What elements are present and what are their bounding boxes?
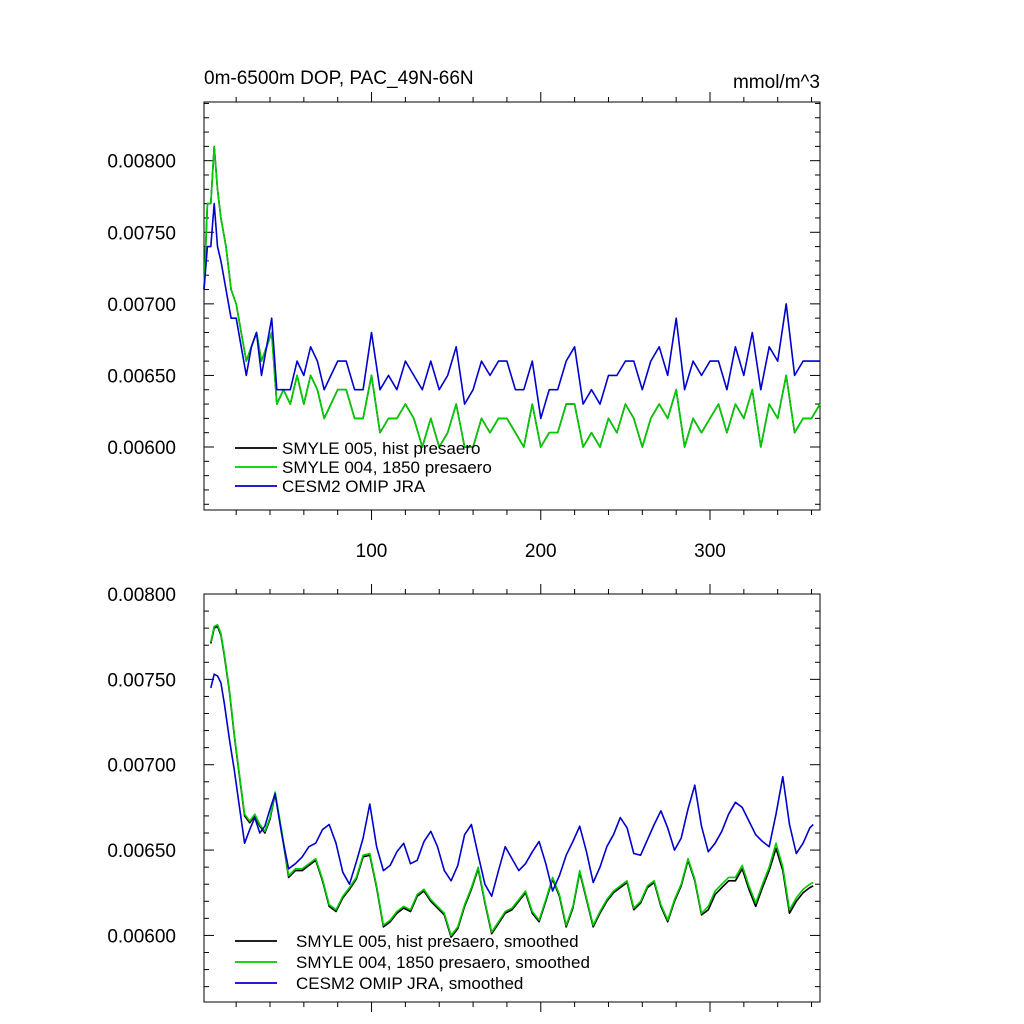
x-tick-label: 100 — [356, 541, 388, 562]
bottom-panel: 0.00600 0.00650 0.00700 0.00750 0.00800 SMYL… — [107, 584, 821, 1012]
bottom-plot-frame — [203, 593, 821, 1003]
y-tick-label: 0.00600 — [107, 926, 176, 947]
y-tick-label: 0.00750 — [107, 670, 176, 691]
y-tick-label: 0.00700 — [107, 756, 176, 777]
bottom-legend: SMYLE 005, hist presaero, smoothed SMYLE … — [235, 932, 590, 993]
legend-label: CESM2 OMIP JRA — [282, 477, 426, 496]
bottom-y-tick-labels: 0.00600 0.00650 0.00700 0.00750 0.00800 — [107, 585, 176, 947]
top-series-lines — [203, 145, 821, 448]
top-plot-frame — [203, 101, 821, 511]
legend-label: SMYLE 004, 1850 presaero — [282, 458, 492, 477]
top-panel-units: mmol/m^3 — [733, 72, 820, 93]
bottom-series-line-3 — [210, 673, 814, 898]
top-x-tick-labels: 100 200 300 — [356, 541, 726, 562]
x-tick-label: 200 — [525, 541, 557, 562]
y-tick-label: 0.00750 — [107, 223, 176, 244]
y-tick-label: 0.00650 — [107, 366, 176, 387]
bottom-series-line-2 — [210, 623, 814, 937]
legend-label: SMYLE 005, hist presaero, smoothed — [296, 932, 579, 951]
y-tick-label: 0.00700 — [107, 295, 176, 316]
top-series-line-2 — [203, 145, 821, 448]
bottom-tick-marks — [204, 584, 820, 1012]
bottom-series-lines — [210, 623, 814, 938]
top-tick-marks — [204, 92, 820, 520]
y-tick-label: 0.00650 — [107, 841, 176, 862]
top-panel-title: 0m-6500m DOP, PAC_49N-66N — [204, 68, 474, 89]
top-series-line-3 — [203, 202, 820, 420]
top-panel: 0m-6500m DOP, PAC_49N-66N mmol/m^3 0.006… — [107, 68, 821, 562]
bottom-series-line-1 — [210, 625, 814, 938]
top-series-line-1 — [203, 145, 821, 448]
legend-label: SMYLE 005, hist presaero — [282, 439, 480, 458]
y-tick-label: 0.00600 — [107, 438, 176, 459]
y-tick-label: 0.00800 — [107, 585, 176, 606]
top-y-tick-labels: 0.00600 0.00650 0.00700 0.00750 0.00800 — [107, 152, 176, 459]
y-tick-label: 0.00800 — [107, 152, 176, 173]
x-tick-label: 300 — [694, 541, 726, 562]
legend-label: SMYLE 004, 1850 presaero, smoothed — [296, 953, 590, 972]
legend-label: CESM2 OMIP JRA, smoothed — [296, 974, 523, 993]
